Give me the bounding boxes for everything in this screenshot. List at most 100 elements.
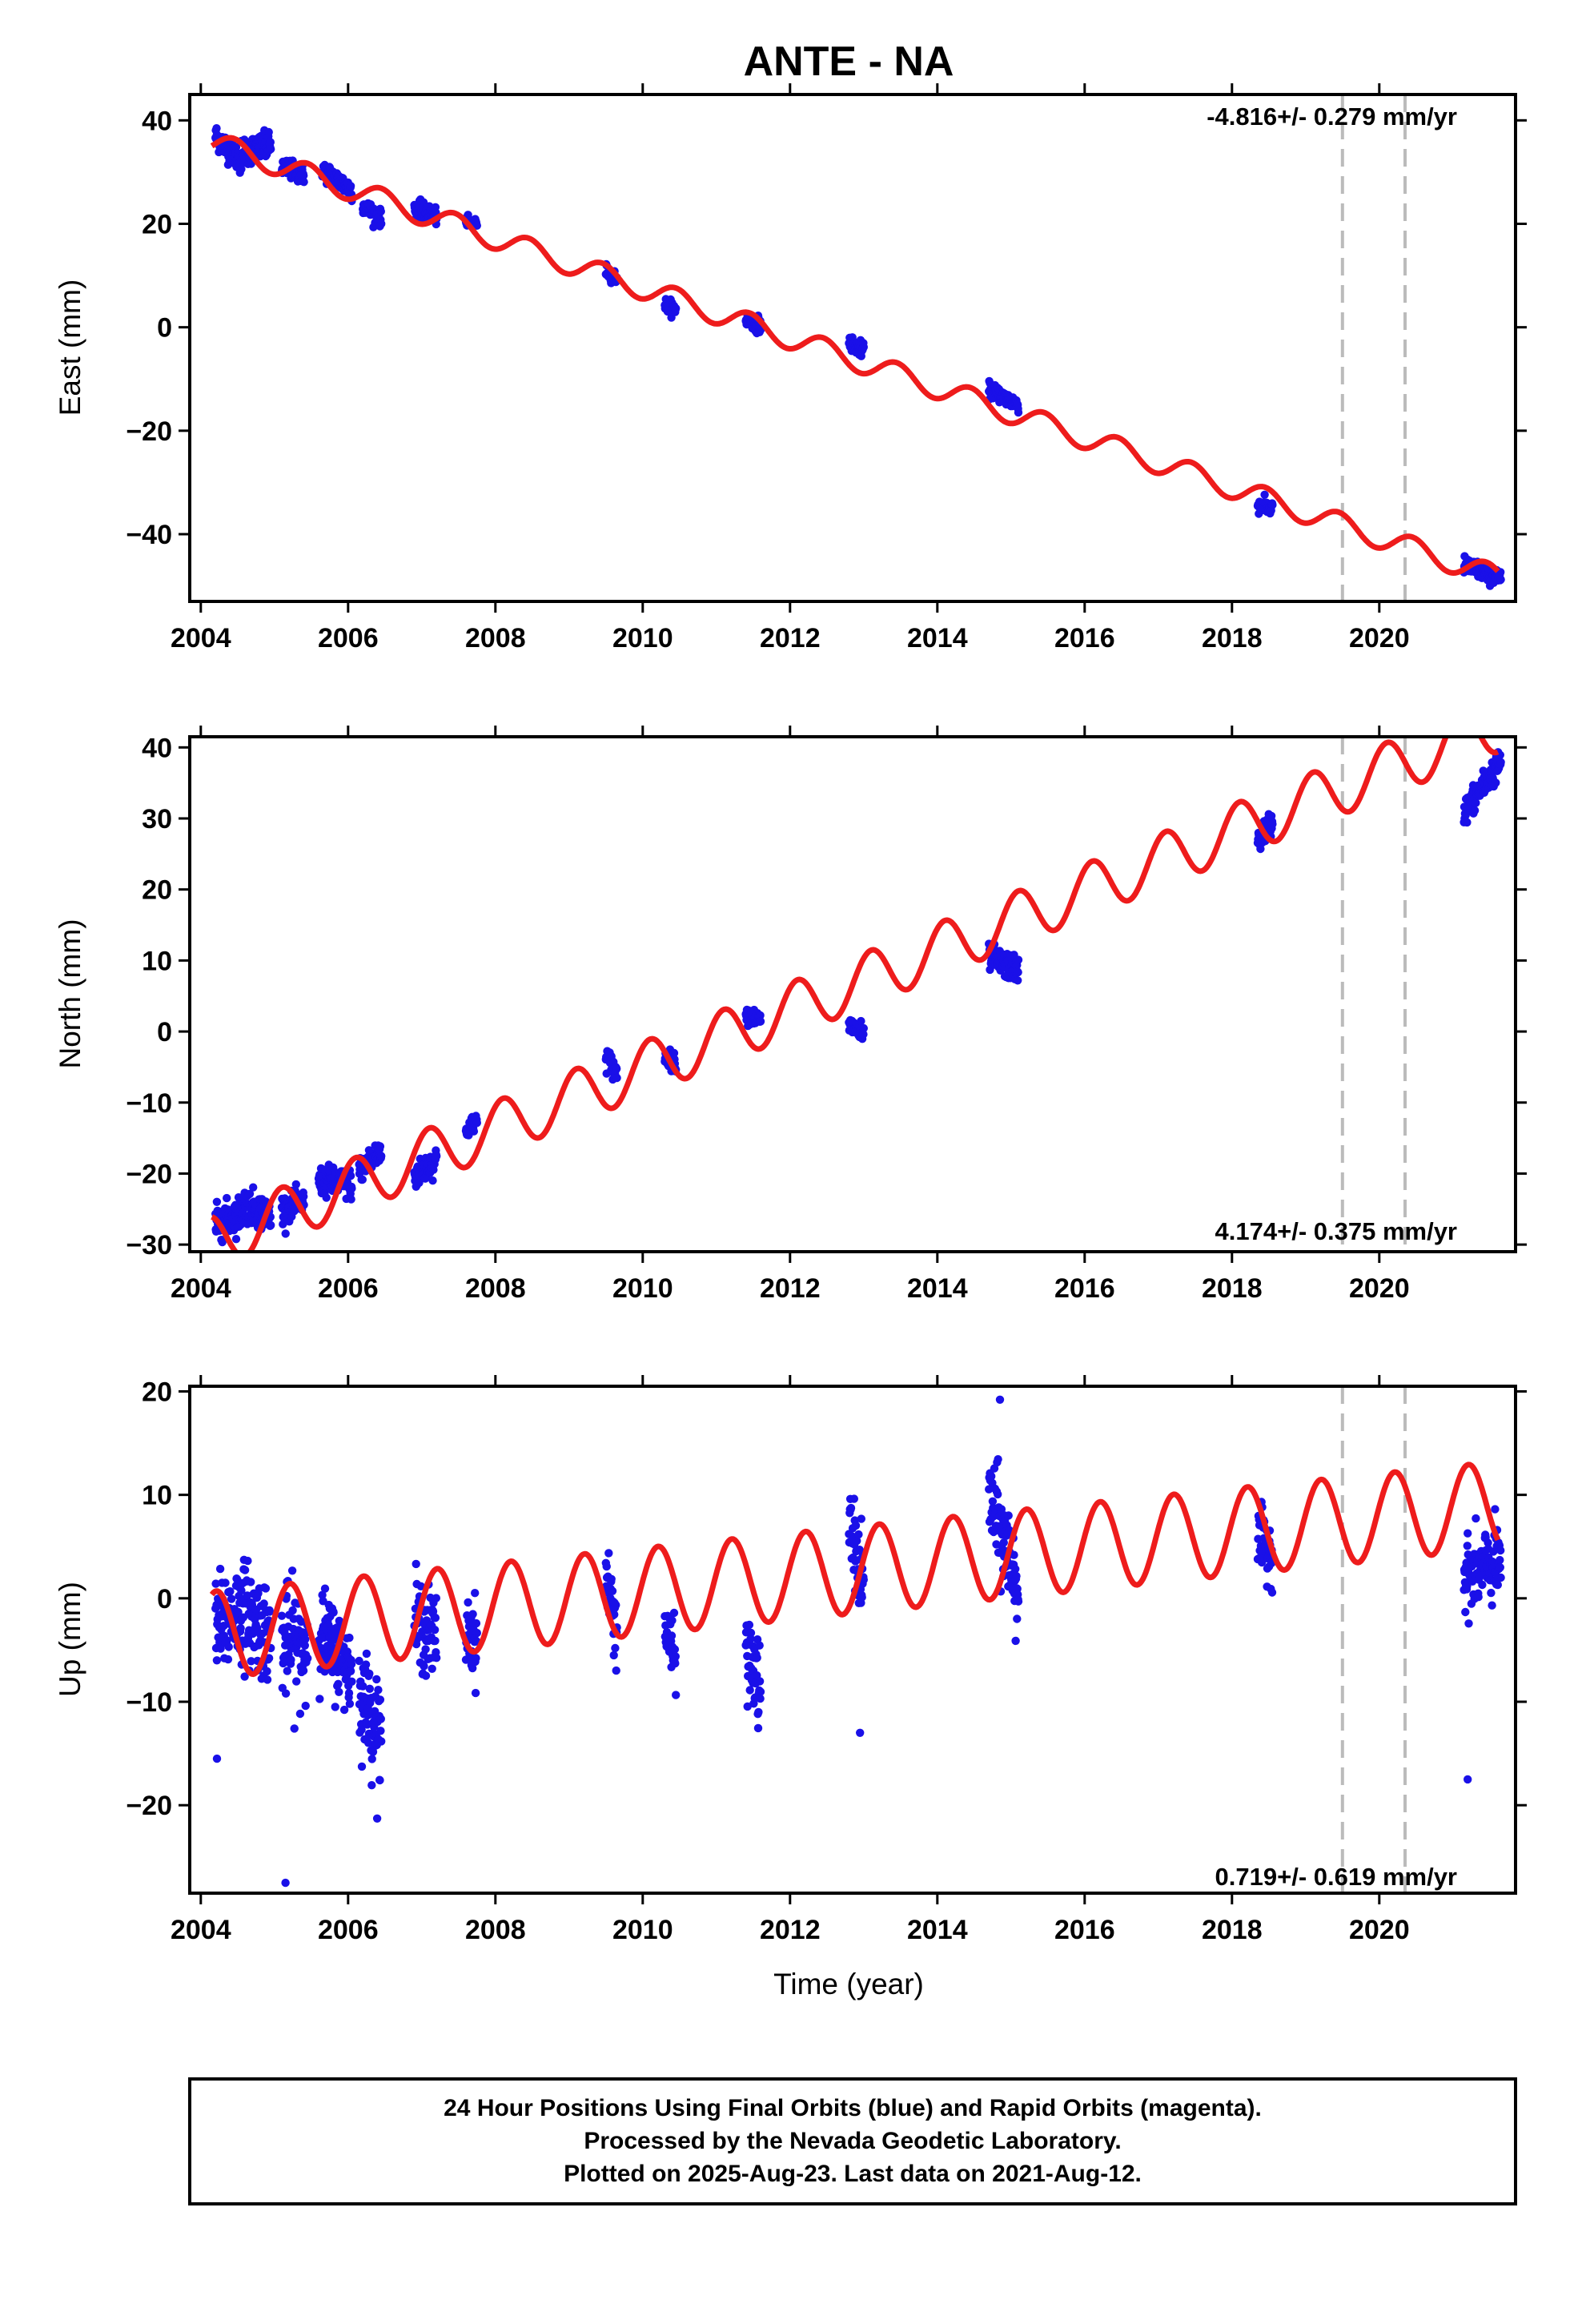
east-point-538 [672, 304, 681, 313]
up-ytick-label-0: 0 [157, 1584, 172, 1614]
north-point-340 [358, 1175, 367, 1184]
up-point-67 [234, 1607, 243, 1617]
north-data-points [211, 748, 1505, 1247]
up-point-4 [212, 1656, 222, 1665]
north-rate-label: 4.174+/- 0.375 mm/yr [1215, 1217, 1457, 1245]
up-point-741 [1012, 1571, 1021, 1581]
up-point-435 [420, 1662, 428, 1671]
up-point-492 [468, 1663, 477, 1673]
up-point-349 [357, 1762, 367, 1771]
up-point-471 [432, 1594, 440, 1602]
north-point-526 [612, 1064, 621, 1073]
up-point-802 [1463, 1542, 1472, 1550]
up-point-459 [428, 1664, 436, 1673]
north-ylabel: North (mm) [54, 919, 86, 1068]
up-point-153 [263, 1667, 271, 1676]
up-point-525 [608, 1586, 617, 1596]
up-point-378 [367, 1781, 376, 1790]
north-point-61 [231, 1235, 241, 1244]
up-point-502 [472, 1654, 480, 1663]
north-point-494 [472, 1118, 481, 1128]
north-point-485 [469, 1127, 479, 1136]
up-point-654 [857, 1593, 866, 1602]
north-point-735 [1014, 967, 1022, 977]
up-point-39 [224, 1642, 233, 1651]
north-point-813 [1470, 806, 1480, 815]
east-point-735 [1260, 490, 1269, 499]
up-point-536 [612, 1666, 620, 1675]
east-xtick-label-2004: 2004 [171, 623, 231, 653]
up-ticks: 2004 2006 2008 2010 2012 2014 2016 2018 20202010… [126, 1375, 1527, 1945]
up-point-739 [1011, 1636, 1020, 1646]
up-point-106 [247, 1657, 255, 1666]
north-ytick-label-10: 10 [142, 946, 172, 976]
east-point-758 [1268, 501, 1277, 509]
up-point-181 [283, 1667, 291, 1675]
north-point-254 [322, 1193, 331, 1202]
up-point-900 [1496, 1546, 1505, 1555]
east-ticks: 2004 2006 2008 2010 2012 2014 2016 2018 2020 40 20… [126, 83, 1527, 653]
up-point-348 [357, 1725, 366, 1735]
north-point-207 [291, 1180, 300, 1189]
up-point-241 [303, 1654, 312, 1663]
up-point-371 [365, 1669, 374, 1679]
up-point-863 [1484, 1538, 1492, 1547]
up-ytick-label-20: 20 [142, 1377, 172, 1407]
up-point-394 [372, 1814, 382, 1823]
north-point-176 [281, 1229, 290, 1238]
up-point-352 [359, 1682, 367, 1691]
up-point-467 [430, 1626, 440, 1634]
up-point-124 [253, 1623, 262, 1633]
up-point-569 [671, 1659, 680, 1668]
north-point-734 [1014, 976, 1022, 985]
up-point-234 [301, 1634, 310, 1644]
up-xtick-label-2020: 2020 [1349, 1915, 1410, 1945]
north-point-410 [415, 1178, 424, 1188]
up-xtick-label-2012: 2012 [760, 1915, 821, 1945]
up-point-796 [1461, 1607, 1470, 1617]
up-rate-label: 0.719+/- 0.619 mm/yr [1215, 1863, 1457, 1891]
north-vlines [1340, 737, 1407, 1252]
up-point-302 [335, 1687, 343, 1696]
up-point-15 [216, 1644, 225, 1653]
up-point-105 [247, 1578, 255, 1586]
up-point-743 [1013, 1614, 1022, 1623]
north-ytick-label-20: 20 [142, 875, 172, 906]
north-xtick-label-2020: 2020 [1349, 1273, 1410, 1304]
east-point-76 [237, 165, 246, 174]
north-model-line [210, 737, 1500, 1252]
up-point-159 [264, 1654, 274, 1663]
north-point-890 [1496, 758, 1505, 766]
north-point-326 [346, 1172, 355, 1180]
up-point-333 [345, 1633, 354, 1642]
footer-line-1: 24 Hour Positions Using Final Orbits (bl… [444, 2095, 1262, 2121]
north-point-164 [267, 1220, 275, 1230]
north-ytick-label-40: 40 [142, 733, 172, 763]
north-ytick-label--10: −10 [126, 1088, 172, 1119]
north-point-790 [1463, 818, 1472, 827]
east-point-868 [1496, 575, 1505, 584]
north-point-527 [612, 1073, 621, 1083]
up-point-196 [287, 1566, 297, 1575]
north-point-816 [1472, 798, 1480, 807]
up-point-472 [432, 1654, 441, 1663]
up-point-901 [1496, 1573, 1505, 1582]
up-model-line [209, 1462, 1501, 1678]
north-point-329 [347, 1184, 356, 1193]
north-point-640 [857, 1016, 865, 1026]
up-point-154 [263, 1675, 272, 1684]
up-point-339 [347, 1659, 356, 1669]
north-point-450 [428, 1176, 437, 1185]
up-point-87 [240, 1672, 249, 1681]
up-point-535 [612, 1601, 620, 1610]
east-xtick-label-2020: 2020 [1349, 623, 1410, 653]
up-point-412 [412, 1559, 420, 1569]
up-point-899 [1496, 1563, 1505, 1572]
north-point-648 [859, 1023, 869, 1033]
up-point-197 [288, 1606, 297, 1615]
up-xtick-label-2006: 2006 [318, 1915, 379, 1945]
up-point-469 [431, 1614, 440, 1622]
north-point-736 [1014, 955, 1023, 964]
up-data-points [211, 1395, 1505, 1888]
north-xtick-label-2006: 2006 [318, 1273, 379, 1304]
